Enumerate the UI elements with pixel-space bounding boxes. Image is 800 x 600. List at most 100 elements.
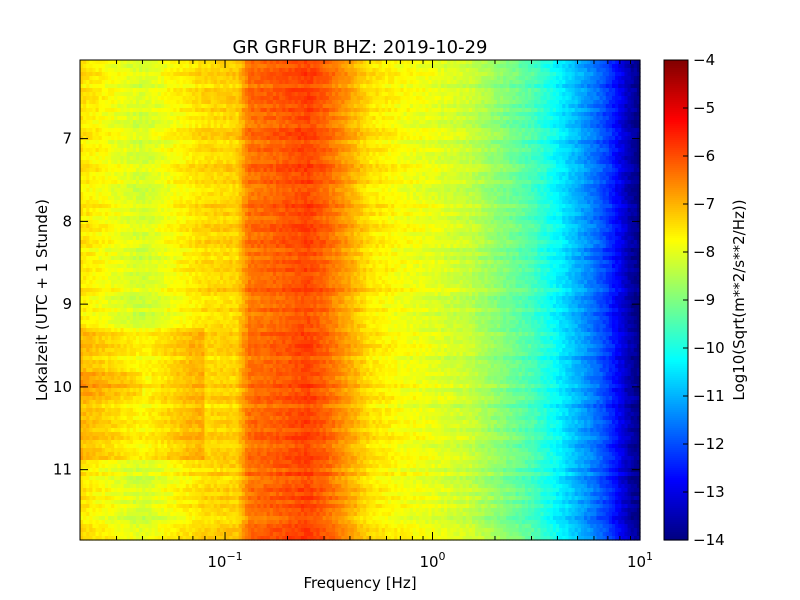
heatmap-cell <box>565 76 570 81</box>
heatmap-cell <box>235 64 240 69</box>
heatmap-cell <box>369 76 374 81</box>
heatmap-cell <box>434 68 439 73</box>
heatmap-cell <box>593 64 598 69</box>
heatmap-cell <box>347 72 352 77</box>
heatmap-cell <box>142 80 146 85</box>
heatmap-cell <box>179 80 184 85</box>
heatmap-cell <box>151 64 156 69</box>
heatmap-cell <box>98 60 103 65</box>
heatmap-cell <box>129 76 134 81</box>
heatmap-cell <box>154 68 159 73</box>
heatmap-cell <box>462 80 467 85</box>
heatmap-cell <box>111 80 115 85</box>
heatmap-cell <box>322 68 327 73</box>
heatmap-cell <box>403 60 408 65</box>
heatmap-cell <box>406 64 411 69</box>
heatmap-cell <box>341 76 346 81</box>
heatmap-cell <box>223 72 227 77</box>
heatmap-cell <box>238 76 243 81</box>
heatmap-cell <box>447 64 451 69</box>
heatmap-cell <box>332 76 336 81</box>
heatmap-cell <box>537 60 542 65</box>
heatmap-cell <box>475 60 479 65</box>
heatmap-cell <box>114 72 118 77</box>
heatmap-cell <box>117 72 122 77</box>
heatmap-cell <box>132 76 137 81</box>
heatmap-cell <box>347 68 352 73</box>
heatmap-cell <box>151 72 156 77</box>
heatmap-cell <box>120 60 125 65</box>
heatmap-cell <box>257 72 262 77</box>
heatmap-cell <box>176 60 181 65</box>
heatmap-cell <box>213 80 218 85</box>
heatmap-cell <box>403 72 408 77</box>
heatmap-cell <box>344 76 349 81</box>
heatmap-cell <box>409 64 414 69</box>
heatmap-cell <box>136 76 140 81</box>
heatmap-cell <box>185 72 190 77</box>
heatmap-cell <box>182 68 187 73</box>
heatmap-cell <box>210 64 215 69</box>
heatmap-cell <box>450 76 454 81</box>
heatmap-cell <box>403 68 408 73</box>
heatmap-cell <box>391 76 395 81</box>
heatmap-cell <box>596 72 601 77</box>
heatmap-cell <box>226 72 230 77</box>
heatmap-cell <box>108 68 112 73</box>
heatmap-cell <box>475 80 479 85</box>
heatmap-cell <box>636 60 641 65</box>
heatmap-cell <box>627 64 632 69</box>
heatmap-cell <box>101 76 106 81</box>
heatmap-cell <box>210 76 215 81</box>
heatmap-cell <box>512 72 517 77</box>
heatmap-cell <box>475 68 479 73</box>
heatmap-cell <box>397 60 402 65</box>
heatmap-cell <box>453 68 458 73</box>
heatmap-cell <box>164 76 168 81</box>
heatmap-cell <box>360 64 364 69</box>
heatmap-cell <box>518 68 523 73</box>
heatmap-cell <box>608 68 613 73</box>
heatmap-cell <box>456 68 461 73</box>
heatmap-cell <box>400 72 405 77</box>
heatmap-cell <box>145 68 150 73</box>
heatmap-cell <box>472 68 476 73</box>
heatmap-cell <box>360 80 364 85</box>
heatmap-cell <box>120 68 125 73</box>
heatmap-cell <box>229 72 234 77</box>
heatmap-cell <box>633 72 638 77</box>
heatmap-cell <box>602 72 607 77</box>
heatmap-cell <box>291 64 296 69</box>
heatmap-cell <box>272 68 277 73</box>
heatmap-cell <box>493 80 498 85</box>
heatmap-cell <box>251 68 255 73</box>
heatmap-cell <box>587 72 591 77</box>
heatmap-cell <box>260 80 265 85</box>
heatmap-cell <box>559 60 563 65</box>
heatmap-cell <box>132 60 137 65</box>
heatmap-cell <box>425 68 430 73</box>
heatmap-cell <box>459 64 464 69</box>
heatmap-cell <box>341 60 346 65</box>
heatmap-cell <box>319 80 324 85</box>
heatmap-cell <box>428 60 433 65</box>
heatmap-cell <box>416 68 420 73</box>
heatmap-cell <box>388 64 392 69</box>
heatmap-cell <box>577 72 582 77</box>
heatmap-cell <box>596 64 601 69</box>
heatmap-cell <box>394 72 398 77</box>
heatmap-cell <box>251 76 255 81</box>
heatmap-cell <box>80 76 84 81</box>
heatmap-cell <box>574 76 579 81</box>
heatmap-cell <box>425 76 430 81</box>
heatmap-cell <box>95 64 100 69</box>
heatmap-cell <box>279 80 283 85</box>
heatmap-cell <box>145 60 150 65</box>
heatmap-cell <box>104 68 109 73</box>
heatmap-cell <box>285 72 290 77</box>
heatmap-cell <box>633 76 638 81</box>
heatmap-cell <box>179 64 184 69</box>
heatmap-cell <box>437 60 442 65</box>
heatmap-cell <box>468 80 473 85</box>
heatmap-cell <box>204 68 209 73</box>
